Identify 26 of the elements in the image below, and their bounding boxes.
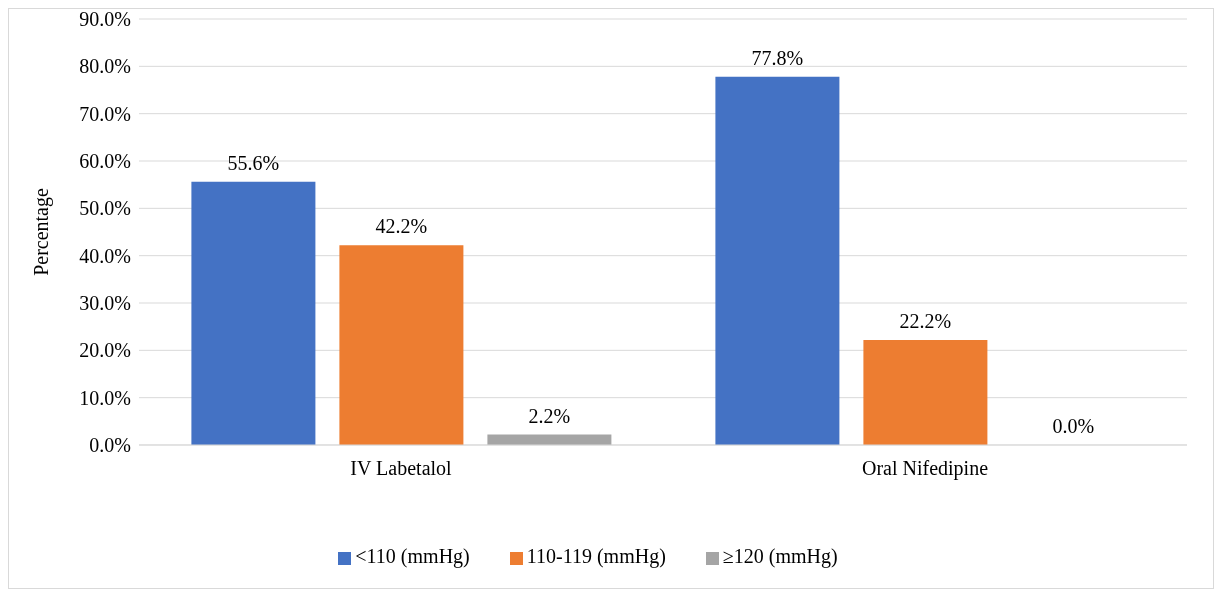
data-label: 42.2%: [375, 215, 428, 238]
y-tick-label: 80.0%: [79, 55, 131, 78]
data-label: 0.0%: [1052, 414, 1095, 437]
legend-label: 110-119 (mmHg): [526, 545, 666, 567]
bar: [863, 339, 988, 445]
legend-label: ≥120 (mmHg): [722, 545, 838, 567]
y-axis-title: Percentage: [30, 188, 54, 276]
y-tick-label: 30.0%: [79, 292, 131, 315]
y-tick-label: 10.0%: [79, 386, 131, 409]
x-tick-label: Oral Nifedipine: [861, 457, 989, 481]
data-label: 22.2%: [899, 309, 952, 332]
y-tick-label: 50.0%: [79, 197, 131, 220]
data-label: 2.2%: [528, 404, 571, 427]
y-tick-label: 20.0%: [79, 339, 131, 362]
y-tick-label: 0.0%: [89, 434, 131, 457]
legend-label: <110 (mmHg): [355, 545, 470, 567]
y-tick-label: 60.0%: [79, 150, 131, 173]
y-tick-label: 70.0%: [79, 102, 131, 125]
data-label: 55.6%: [227, 151, 280, 174]
data-label: 77.8%: [751, 46, 804, 69]
bar: [191, 181, 316, 445]
y-tick-label: 90.0%: [79, 8, 131, 31]
bar: [339, 245, 464, 445]
y-tick-label: 40.0%: [79, 244, 131, 267]
x-tick-label: IV Labetalol: [350, 457, 453, 480]
bar: [715, 76, 840, 445]
